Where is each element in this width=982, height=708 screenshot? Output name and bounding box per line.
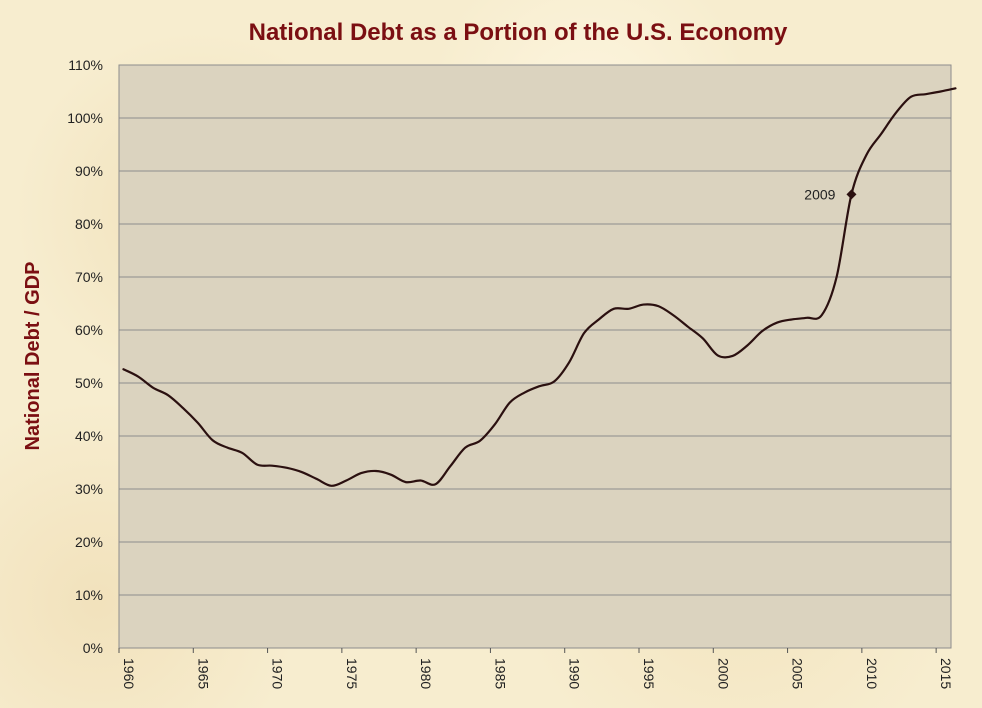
x-tick-labels: 1960 1965 1970 1975 1980 1985 1990 1995 2000 2005… <box>118 648 954 689</box>
annotation-marker <box>846 189 857 200</box>
x-tick-label: 2015 <box>938 658 954 689</box>
y-tick-label: 40% <box>75 428 103 444</box>
x-tick-label: 1965 <box>195 658 211 689</box>
x-tick-label: 1960 <box>121 658 137 689</box>
x-tick-label: 2005 <box>790 658 806 689</box>
plot-area <box>118 64 952 649</box>
y-tick-label: 110% <box>68 57 103 73</box>
annotations: 2009 <box>804 186 857 202</box>
y-tick-label: 0% <box>83 640 103 656</box>
x-tick-label: 1995 <box>641 658 657 689</box>
annotation-label: 2009 <box>804 186 835 202</box>
y-tick-label: 20% <box>75 534 103 550</box>
y-tick-labels: 0% 10% 20% 30% 40% 50% 60% 70% 80% 90% 100% 110% <box>67 57 103 656</box>
x-tick-label: 1975 <box>344 658 360 689</box>
x-tick-label: 2010 <box>864 658 880 689</box>
x-tick-label: 1990 <box>567 658 583 689</box>
x-tick-label: 1970 <box>270 658 286 689</box>
y-tick-label: 50% <box>75 375 103 391</box>
x-tick-label: 1985 <box>492 658 508 689</box>
gridlines <box>119 117 951 596</box>
debt-series-line <box>122 87 957 487</box>
y-tick-label: 10% <box>75 587 103 603</box>
x-tick-label: 2000 <box>715 658 731 689</box>
y-tick-label: 70% <box>75 269 103 285</box>
y-tick-label: 90% <box>75 163 103 179</box>
x-tick-label: 1980 <box>418 658 434 689</box>
y-tick-label: 60% <box>75 322 103 338</box>
y-tick-label: 30% <box>75 481 103 497</box>
chart-title: National Debt as a Portion of the U.S. E… <box>249 19 788 46</box>
y-tick-label: 80% <box>75 216 103 232</box>
y-axis-label: National Debt / GDP <box>22 262 44 451</box>
y-tick-label: 100% <box>67 110 103 126</box>
